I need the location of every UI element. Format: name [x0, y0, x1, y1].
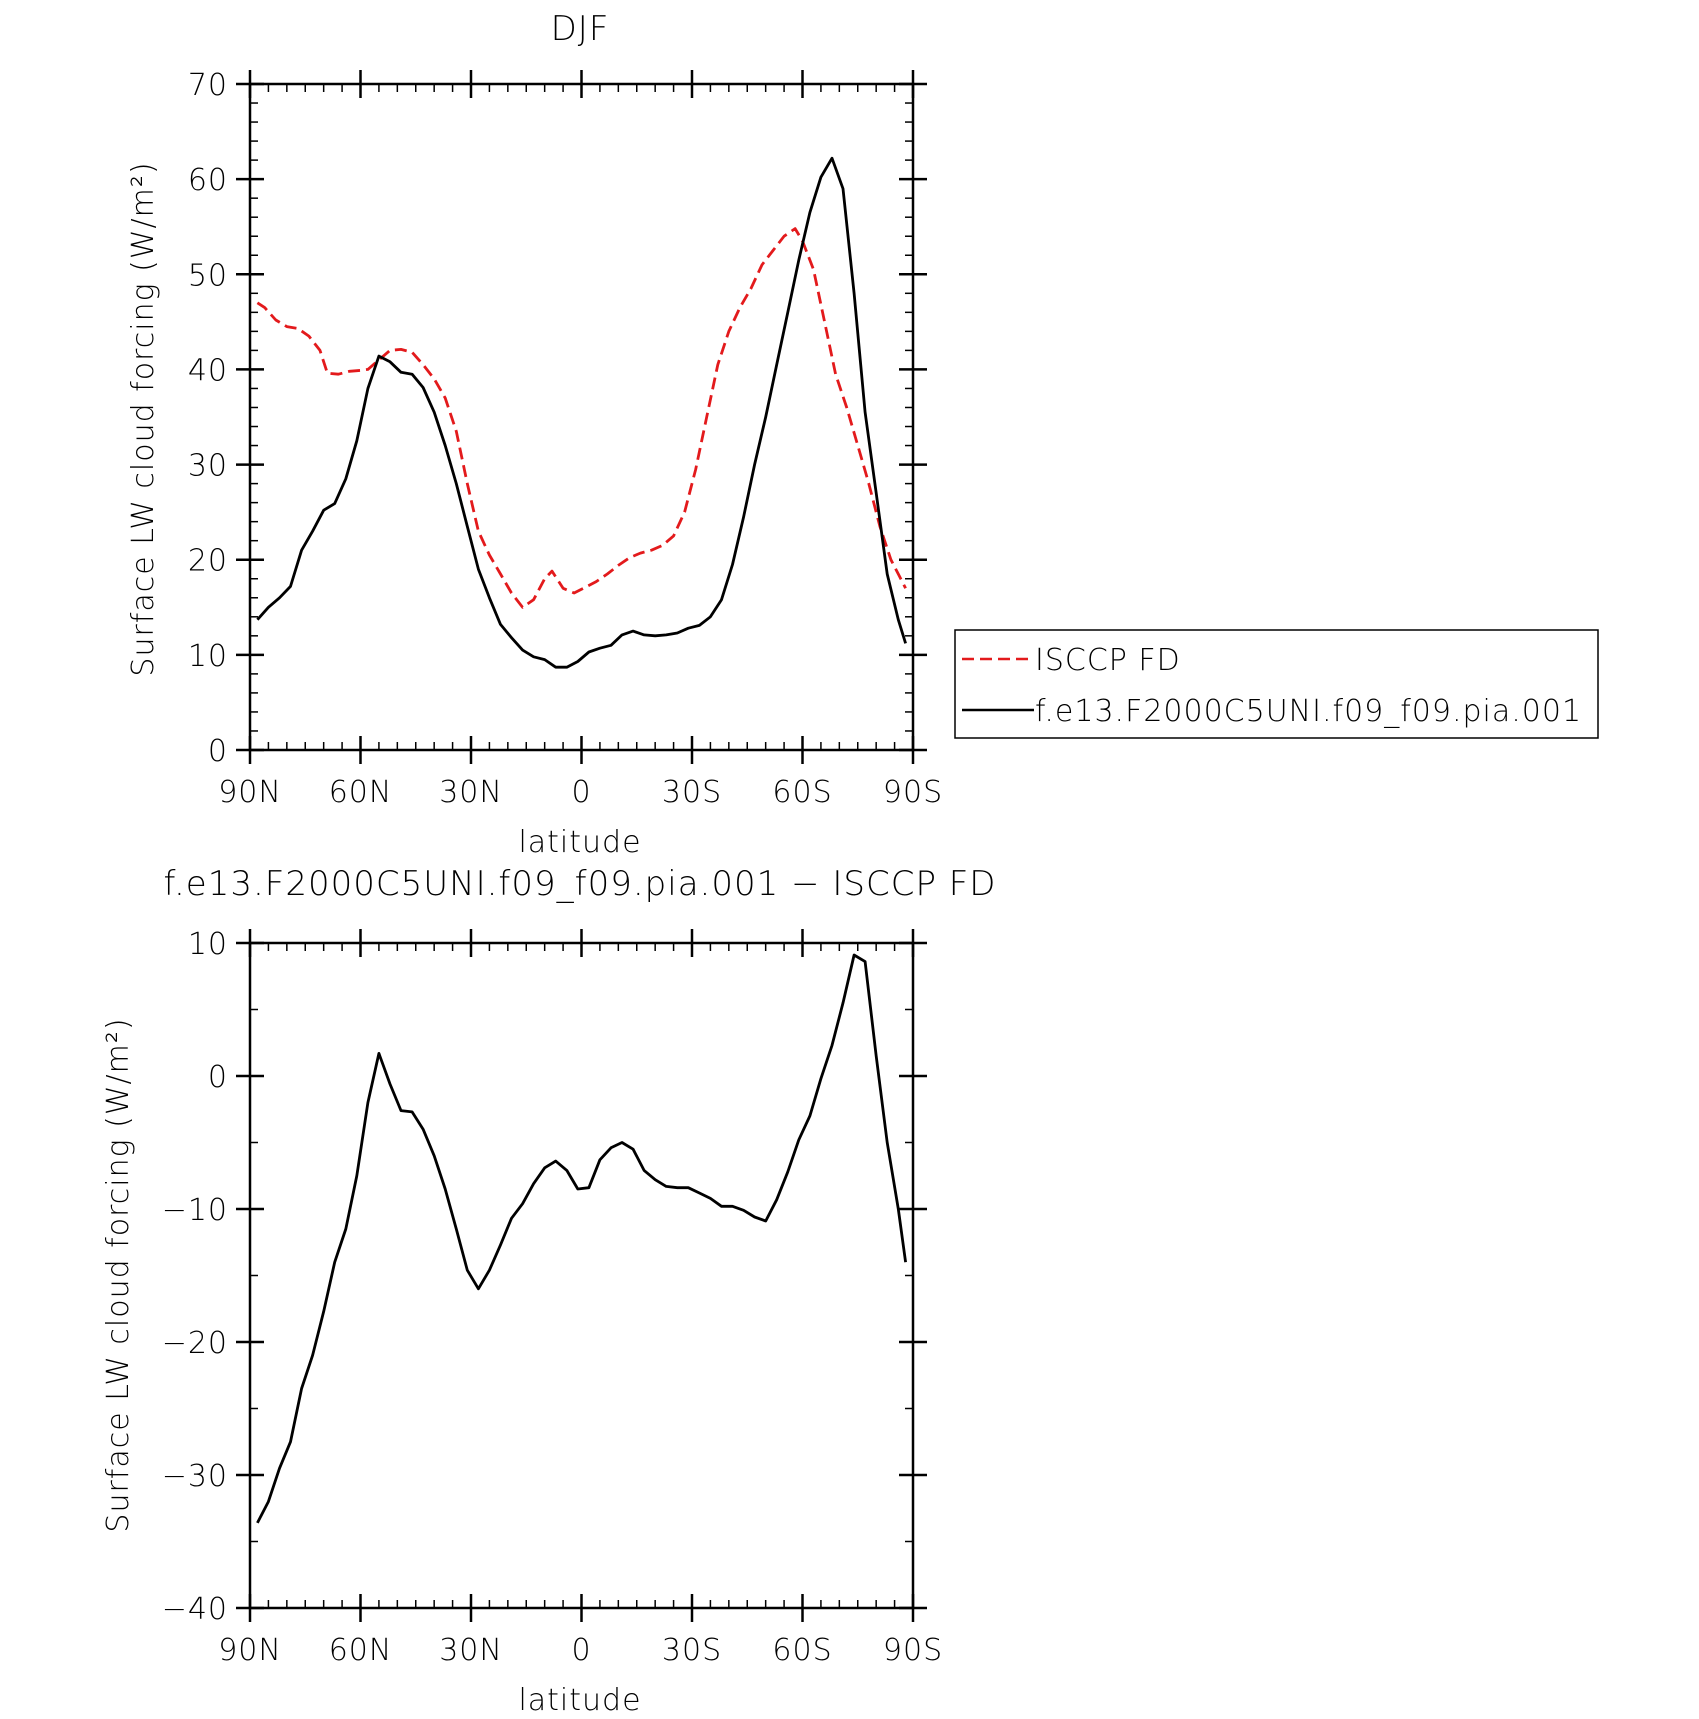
y-tick-label: −20: [162, 1326, 228, 1361]
x-tick-label: 30S: [662, 775, 722, 810]
bottom-x-axis-label: latitude: [518, 1683, 641, 1718]
x-tick-label: 60S: [772, 775, 832, 810]
x-tick-label: 60N: [329, 775, 393, 810]
x-tick-label: 30S: [662, 1633, 722, 1668]
y-tick-label: 60: [188, 163, 228, 198]
x-tick-label: 90S: [883, 775, 943, 810]
x-tick-label: 90N: [218, 1633, 282, 1668]
bottom-panel-title: f.e13.F2000C5UNI.f09_f09.pia.001 − ISCCP…: [164, 864, 997, 904]
x-tick-label: 0: [571, 1633, 591, 1668]
top-plot-frame: [248, 82, 915, 752]
y-tick-label: 10: [188, 927, 228, 962]
y-tick-label: 70: [188, 68, 228, 103]
legend-label-isccp: ISCCP FD: [1035, 643, 1181, 678]
y-tick-label: 10: [188, 639, 228, 674]
top-panel-title: DJF: [551, 9, 610, 49]
x-tick-label: 60S: [772, 1633, 832, 1668]
bottom-y-axis-label: Surface LW cloud forcing (W/m²): [101, 1017, 136, 1532]
y-tick-label: 0: [208, 1060, 228, 1095]
top-panel: DJF Surface LW cloud forcing (W/m²) lati…: [126, 9, 943, 860]
y-tick-label: 40: [188, 353, 228, 388]
x-tick-label: 0: [571, 775, 591, 810]
legend-label-model: f.e13.F2000C5UNI.f09_f09.pia.001: [1035, 694, 1582, 729]
y-tick-label: 20: [188, 544, 228, 579]
top-x-axis-label: latitude: [518, 825, 641, 860]
bottom-panel: f.e13.F2000C5UNI.f09_f09.pia.001 − ISCCP…: [101, 864, 997, 1718]
legend-box: [954, 629, 1599, 739]
x-tick-label: 90S: [883, 1633, 943, 1668]
bottom-axis-ticks: [236, 929, 927, 1622]
x-tick-label: 60N: [329, 1633, 393, 1668]
top-y-axis-label: Surface LW cloud forcing (W/m²): [126, 161, 161, 676]
y-tick-label: −30: [162, 1459, 228, 1494]
x-tick-label: 90N: [218, 775, 282, 810]
bottom-tick-labels: 90N 60N 30N 0 30S 60S 90S 10 0 −10 −20 −30 −40: [162, 927, 943, 1668]
y-tick-label: −10: [162, 1193, 228, 1228]
y-tick-label: 0: [208, 734, 228, 769]
y-tick-label: 50: [188, 258, 228, 293]
difference-series-line: [256, 953, 907, 1524]
isccp-fd-series-line: [256, 227, 907, 609]
top-tick-labels: 90N 60N 30N 0 30S 60S 90S 0 10 20 30 40 50 60 70: [188, 68, 943, 810]
legend: ISCCP FD f.e13.F2000C5UNI.f09_f09.pia.00…: [954, 629, 1599, 739]
bottom-plot-frame: [248, 941, 915, 1610]
model-series-line: [256, 156, 907, 669]
y-tick-label: −40: [162, 1592, 228, 1627]
y-tick-label: 30: [188, 449, 228, 484]
x-tick-label: 30N: [439, 775, 503, 810]
x-tick-label: 30N: [439, 1633, 503, 1668]
top-plot-area: [256, 156, 907, 669]
bottom-plot-area: [256, 953, 907, 1524]
